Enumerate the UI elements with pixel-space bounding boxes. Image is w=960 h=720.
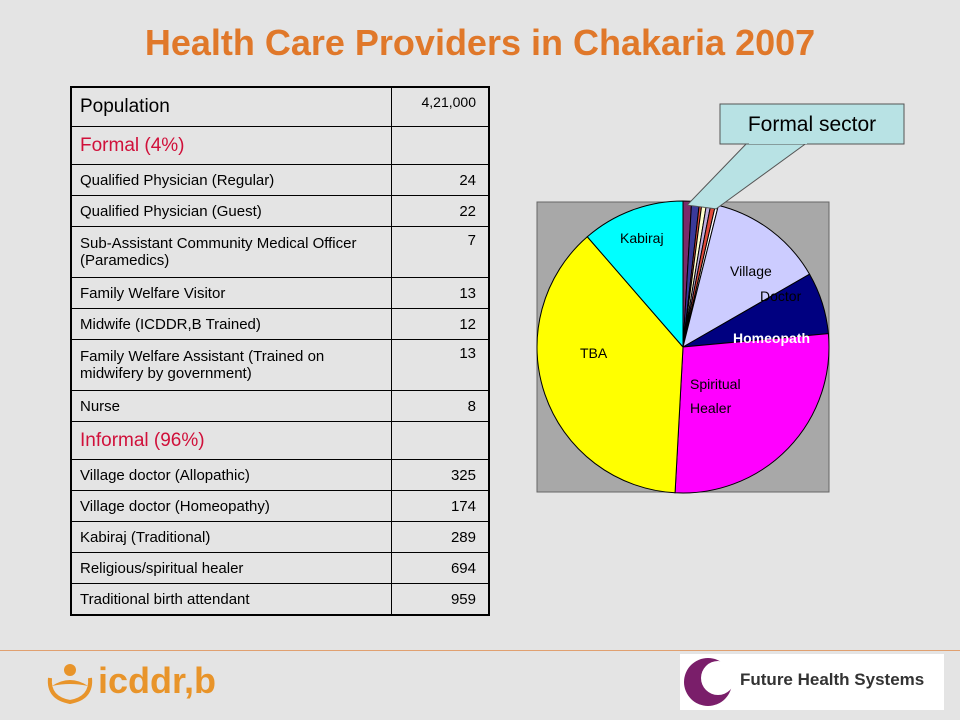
pie-label: Kabiraj <box>620 230 664 246</box>
row-label: Traditional birth attendant <box>70 583 392 616</box>
callout-text: Formal sector <box>748 113 876 136</box>
row-value: 4,21,000 <box>391 86 490 127</box>
row-label: Family Welfare Visitor <box>70 277 392 309</box>
icddrb-emblem-icon <box>47 664 93 705</box>
pie-slice-spiritual-healer <box>674 333 830 494</box>
pie-label: Homeopath <box>733 330 810 346</box>
row-value: 13 <box>391 277 490 309</box>
population-row: Population 4,21,000 <box>70 86 490 127</box>
row-value: 12 <box>391 308 490 340</box>
row-label: Sub-Assistant Community Medical Officer … <box>70 226 392 278</box>
row-value: 694 <box>391 552 490 584</box>
table-row: Religious/spiritual healer 694 <box>70 552 490 584</box>
table-row: Qualified Physician (Guest) 22 <box>70 195 490 227</box>
row-value: 7 <box>391 226 490 278</box>
icddrb-logo: icddr,b <box>44 656 217 706</box>
formal-section-row: Formal (4%) <box>70 126 490 165</box>
row-label: Family Welfare Assistant (Trained on mid… <box>70 339 392 391</box>
callout-pointer <box>686 141 810 210</box>
section-label: Informal (96%) <box>70 421 392 460</box>
row-value: 24 <box>391 164 490 196</box>
footer-divider <box>0 650 960 651</box>
pie-label: Village <box>730 263 772 279</box>
callout-join <box>749 140 807 144</box>
pie-slice-kabiraj <box>586 200 684 349</box>
future-health-systems-logo: Future Health Systems <box>680 654 944 710</box>
table-row: Sub-Assistant Community Medical Officer … <box>70 226 490 278</box>
callout-box <box>719 103 905 145</box>
pie-label: Doctor <box>760 288 802 304</box>
row-value: 8 <box>391 390 490 422</box>
row-label: Religious/spiritual healer <box>70 552 392 584</box>
informal-section-row: Informal (96%) <box>70 421 490 460</box>
icddrb-logo-text: icddr,b <box>98 660 217 701</box>
row-value: 289 <box>391 521 490 553</box>
row-label: Village doctor (Allopathic) <box>70 459 392 491</box>
table-row: Family Welfare Assistant (Trained on mid… <box>70 339 490 391</box>
fhs-logo-text: Future Health Systems <box>740 670 925 689</box>
pie-label: Spiritual <box>690 376 741 392</box>
fhs-crescent-icon <box>684 658 735 706</box>
row-label: Kabiraj (Traditional) <box>70 521 392 553</box>
table-row: Traditional birth attendant 959 <box>70 583 490 616</box>
pie-label: TBA <box>580 345 608 361</box>
row-value: 959 <box>391 583 490 616</box>
providers-table: Population 4,21,000 Formal (4%) Qualified P… <box>70 86 490 616</box>
row-label: Midwife (ICDDR,B Trained) <box>70 308 392 340</box>
table-row: Midwife (ICDDR,B Trained) 12 <box>70 308 490 340</box>
section-label: Population <box>70 86 392 127</box>
pie-slice-village-doctor <box>682 204 811 349</box>
row-label: Qualified Physician (Guest) <box>70 195 392 227</box>
pie-slice-tba <box>536 236 684 494</box>
table-row: Family Welfare Visitor 13 <box>70 277 490 309</box>
row-value: 22 <box>391 195 490 227</box>
row-value: 13 <box>391 339 490 391</box>
table-row: Kabiraj (Traditional) 289 <box>70 521 490 553</box>
page-title: Health Care Providers in Chakaria 2007 <box>144 22 816 63</box>
row-label: Village doctor (Homeopathy) <box>70 490 392 522</box>
pie-label: Healer <box>690 400 732 416</box>
